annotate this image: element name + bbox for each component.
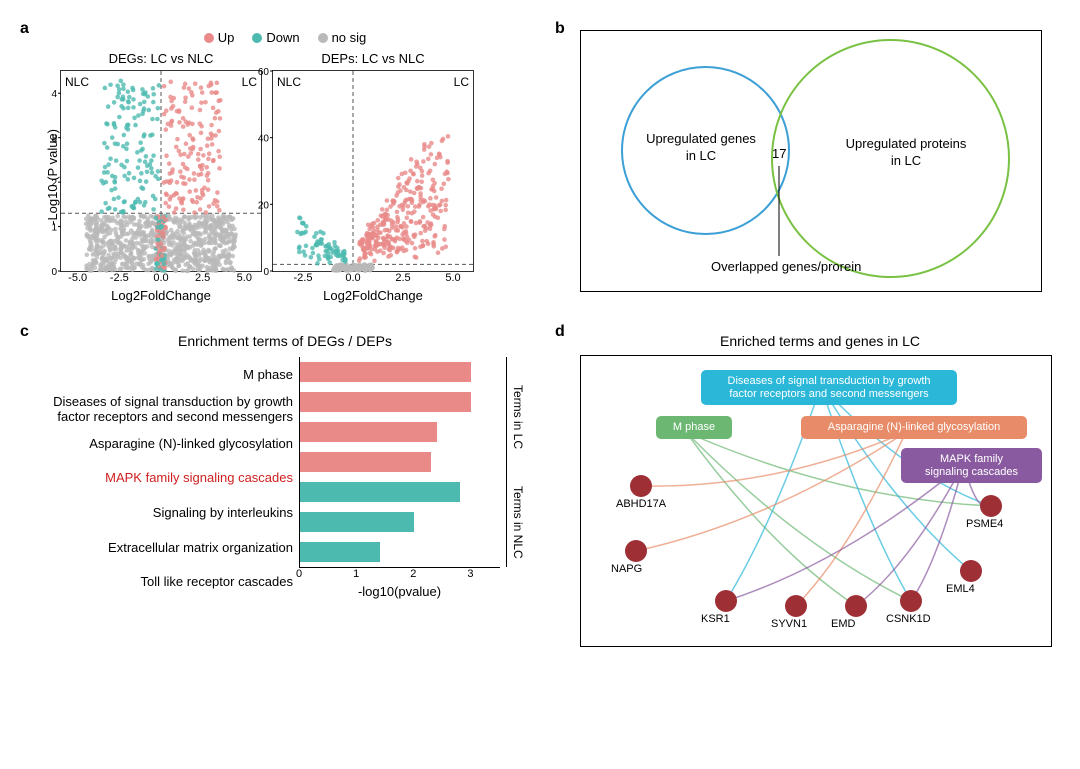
- volcano-right-corner-l: NLC: [277, 75, 301, 89]
- group-nlc-label: Terms in NLC: [506, 477, 525, 567]
- volcano-right-plot: NLC LC 0204060: [272, 70, 474, 272]
- network-title: Enriched terms and genes in LC: [580, 333, 1060, 349]
- panel-c: c Enrichment terms of DEGs / DEPs M phas…: [20, 323, 525, 647]
- barchart-title: Enrichment terms of DEGs / DEPs: [45, 333, 525, 349]
- volcano-right-xticks: -2.50.02.55.0: [273, 272, 473, 286]
- term-blue: Diseases of signal transduction by growt…: [701, 370, 957, 405]
- gene-node-NAPG: [625, 540, 647, 562]
- gene-node-EML4: [960, 560, 982, 582]
- gene-label-EMD: EMD: [831, 618, 855, 630]
- panel-d: d Enriched terms and genes in LC Disease…: [555, 323, 1060, 647]
- volcano-right-title: DEPs: LC vs NLC: [321, 51, 424, 66]
- barchart-plot: [299, 357, 500, 568]
- gene-label-SYVN1: SYVN1: [771, 618, 807, 630]
- volcano-left-xticks: -5.0-2.50.02.55.0: [61, 272, 261, 286]
- gene-label-ABHD17A: ABHD17A: [616, 498, 666, 510]
- barchart-row-labels: M phaseDiseases of signal transduction b…: [45, 357, 299, 599]
- volcano-left-title: DEGs: LC vs NLC: [109, 51, 214, 66]
- svg-text:2: 2: [51, 178, 57, 189]
- volcano-right-xlab: Log2FoldChange: [323, 288, 423, 303]
- gene-node-ABHD17A: [630, 475, 652, 497]
- volcano-left-xlab: Log2FoldChange: [111, 288, 211, 303]
- gene-node-SYVN1: [785, 595, 807, 617]
- gene-node-EMD: [845, 595, 867, 617]
- panel-a: a Up Down no sig -Log10 (P value) DEGs: …: [20, 20, 525, 303]
- svg-text:0: 0: [263, 267, 269, 278]
- panel-b: b Upregulated genesin LCUpregulated prot…: [555, 20, 1060, 303]
- term-orange: Asparagine (N)-linked glycosylation: [801, 416, 1027, 439]
- group-lc-label: Terms in LC: [506, 357, 525, 477]
- volcano-right-corner-r: LC: [454, 75, 469, 89]
- barchart-xlab: -log10(pvalue): [299, 584, 500, 599]
- gene-label-NAPG: NAPG: [611, 563, 642, 575]
- legend-down-label: Down: [266, 30, 299, 45]
- svg-text:4: 4: [51, 89, 57, 100]
- barchart-xticks: 0123: [299, 568, 499, 584]
- svg-text:0: 0: [51, 267, 57, 278]
- volcano-left-plot: NLC LC 01234: [60, 70, 262, 272]
- panel-b-label: b: [555, 20, 565, 38]
- svg-text:40: 40: [258, 134, 270, 145]
- svg-text:20: 20: [258, 200, 270, 211]
- gene-node-CSNK1D: [900, 590, 922, 612]
- legend-dot-down-icon: [252, 33, 262, 43]
- venn-diagram: Upregulated genesin LCUpregulated protei…: [580, 30, 1042, 292]
- panel-c-label: c: [20, 323, 29, 341]
- network-diagram: Diseases of signal transduction by growt…: [580, 355, 1052, 647]
- legend-up-label: Up: [218, 30, 235, 45]
- gene-label-CSNK1D: CSNK1D: [886, 613, 931, 625]
- legend-nosig-label: no sig: [332, 30, 367, 45]
- gene-label-EML4: EML4: [946, 583, 975, 595]
- volcano-legend: Up Down no sig: [45, 30, 525, 45]
- svg-text:3: 3: [51, 134, 57, 145]
- volcano-left-corner-r: LC: [242, 75, 257, 89]
- gene-label-PSME4: PSME4: [966, 518, 1003, 530]
- legend-dot-nosig-icon: [318, 33, 328, 43]
- svg-text:1: 1: [51, 223, 57, 234]
- volcano-left-corner-l: NLC: [65, 75, 89, 89]
- legend-dot-up-icon: [204, 33, 214, 43]
- figure-root: a Up Down no sig -Log10 (P value) DEGs: …: [20, 20, 1060, 647]
- panel-a-label: a: [20, 20, 29, 38]
- gene-label-KSR1: KSR1: [701, 613, 730, 625]
- gene-node-KSR1: [715, 590, 737, 612]
- gene-node-PSME4: [980, 495, 1002, 517]
- svg-text:60: 60: [258, 67, 270, 78]
- term-green: M phase: [656, 416, 732, 439]
- panel-d-label: d: [555, 323, 565, 341]
- term-purple: MAPK familysignaling cascades: [901, 448, 1042, 483]
